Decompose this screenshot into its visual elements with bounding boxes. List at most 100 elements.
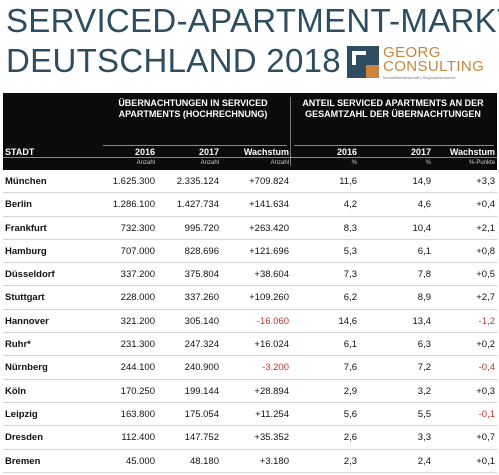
- overnights-2016-cell: 170.250: [120, 385, 155, 397]
- unit-count-2016: Anzahl: [136, 160, 155, 166]
- table-row: Berlin 1.286.100 1.427.734 +141.634 4,2 4,6 +0…: [3, 193, 497, 217]
- share-2017-cell: 3,3: [417, 432, 431, 444]
- city-cell: Düsseldorf: [5, 269, 55, 281]
- col-header-share-growth: Wachstum: [449, 147, 495, 157]
- georg-logo-icon: [347, 46, 379, 78]
- share-growth-cell: +0,8: [476, 245, 495, 257]
- overnights-growth-cell: +28.894: [254, 385, 289, 397]
- header-rule-3: [3, 157, 497, 158]
- share-growth-cell: +0,4: [476, 199, 495, 211]
- city-cell: Hamburg: [5, 245, 47, 257]
- city-cell: Ruhr*: [5, 339, 31, 351]
- city-cell: Nürnberg: [5, 362, 48, 374]
- share-2017-cell: 2,4: [417, 455, 431, 467]
- share-growth-cell: +0,3: [476, 385, 495, 397]
- share-growth-cell: +2,1: [476, 222, 495, 234]
- logo-name-line2: CONSULTING: [383, 58, 485, 75]
- share-2016-cell: 5,6: [343, 408, 357, 420]
- share-2016-cell: 14,6: [338, 315, 358, 327]
- overnights-2016-cell: 244.100: [120, 362, 155, 374]
- overnights-2017-cell: 828.696: [184, 245, 219, 257]
- share-2017-cell: 7,8: [417, 269, 431, 281]
- overnights-2017-cell: 199.144: [184, 385, 219, 397]
- overnights-growth-cell: +11.254: [255, 408, 289, 420]
- unit-pct-2017: %: [425, 160, 431, 166]
- table-row: Dresden 112.400 147.752 +35.352 2,6 3,3 +0,7: [3, 426, 497, 450]
- share-growth-cell: -0,4: [478, 362, 495, 374]
- share-2017-cell: 10,4: [412, 222, 432, 234]
- share-2017-cell: 5,5: [417, 408, 431, 420]
- overnights-growth-cell: +709.824: [249, 176, 289, 187]
- city-cell: Bremen: [5, 455, 41, 467]
- share-2017-cell: 6,1: [417, 245, 431, 257]
- overnights-growth-cell: +109.260: [249, 292, 289, 304]
- share-growth-cell: +0,2: [476, 339, 495, 351]
- share-2016-cell: 2,6: [343, 432, 357, 444]
- share-growth-cell: -1,2: [478, 315, 495, 327]
- table-row: Hamburg 707.000 828.696 +121.696 5,3 6,1 +0,8: [3, 240, 497, 264]
- share-growth-cell: +2,7: [476, 292, 495, 304]
- city-cell: Dresden: [5, 432, 44, 444]
- col-header-share-2016: 2016: [336, 147, 357, 157]
- overnights-2016-cell: 1.625.300: [112, 176, 155, 187]
- share-2017-cell: 3,2: [417, 385, 431, 397]
- overnights-2016-cell: 231.300: [120, 339, 155, 351]
- overnights-2016-cell: 707.000: [120, 245, 155, 257]
- header-rule-2: [294, 145, 494, 146]
- overnights-2017-cell: 1.427.734: [176, 199, 219, 211]
- table-row: Frankfurt 732.300 995.720 +263.420 8,3 10,4 +2…: [3, 217, 497, 240]
- city-cell: München: [5, 176, 47, 187]
- share-2016-cell: 7,6: [343, 362, 357, 374]
- share-growth-cell: +0,1: [476, 455, 495, 467]
- page-title-line2: DEUTSCHLAND 2018: [6, 42, 341, 79]
- overnights-growth-cell: +3.180: [259, 455, 289, 467]
- table-row: Stuttgart 228.000 337.260 +109.260 6,2 8,9 +2,…: [3, 286, 497, 310]
- overnights-2017-cell: 147.752: [184, 432, 219, 444]
- table-row: Köln 170.250 199.144 +28.894 2,9 3,2 +0,3: [3, 380, 497, 403]
- share-2017-cell: 6,3: [417, 339, 431, 351]
- col-header-2017: 2017: [198, 147, 219, 157]
- table-row: Bremen 45.000 48.180 +3.180 2,3 2,4 +0,1: [3, 450, 497, 473]
- share-2016-cell: 5,3: [343, 245, 357, 257]
- city-cell: Stuttgart: [5, 292, 45, 304]
- overnights-growth-cell: +263.420: [249, 222, 289, 234]
- unit-count-2017: Anzahl: [200, 160, 219, 166]
- share-2016-cell: 11,6: [339, 176, 357, 187]
- unit-percentage-points: %-Punkte: [468, 160, 495, 166]
- overnights-2017-cell: 2.335.124: [176, 176, 219, 187]
- overnights-2017-cell: 240.900: [184, 362, 219, 374]
- share-growth-cell: +0,7: [476, 432, 495, 444]
- header-divider: [290, 97, 291, 166]
- overnights-growth-cell: +38.604: [254, 269, 289, 281]
- share-growth-cell: +0,5: [476, 269, 495, 281]
- share-2016-cell: 6,1: [343, 339, 357, 351]
- overnights-2016-cell: 45.000: [125, 455, 155, 467]
- overnights-growth-cell: -3.200: [262, 362, 289, 374]
- share-2016-cell: 6,2: [343, 292, 357, 304]
- share-2016-cell: 7,3: [343, 269, 357, 281]
- overnights-2016-cell: 163.800: [120, 408, 155, 420]
- overnights-growth-cell: -16.060: [256, 315, 289, 327]
- share-2017-cell: 14,9: [412, 176, 432, 187]
- overnights-2016-cell: 337.200: [120, 269, 155, 281]
- col-header-share-2017: 2017: [410, 147, 431, 157]
- overnights-2016-cell: 112.400: [121, 432, 155, 444]
- table-row: Leipzig 163.800 175.054 +11.254 5,6 5,5 -0,1: [3, 403, 497, 427]
- overnights-2016-cell: 228.000: [120, 292, 155, 304]
- city-cell: Berlin: [5, 199, 32, 211]
- table-body: München 1.625.300 2.335.124 +709.824 11,6 14,…: [3, 170, 497, 473]
- header-rule-1: [103, 145, 287, 146]
- col-header-2016: 2016: [134, 147, 155, 157]
- table-row: München 1.625.300 2.335.124 +709.824 11,6 14,…: [3, 170, 497, 194]
- share-2017-cell: 7,2: [417, 362, 431, 374]
- table-row: Düsseldorf 337.200 375.804 +38.604 7,3 7,8 +0,…: [3, 263, 497, 287]
- col-header-city: STADT: [5, 147, 35, 157]
- table-header: ÜBERNACHTUNGEN IN SERVICED APARTMENTS (H…: [3, 93, 497, 170]
- overnights-growth-cell: +35.352: [254, 432, 289, 444]
- table-row: Ruhr* 231.300 247.324 +16.024 6,1 6,3 +0,2: [3, 333, 497, 357]
- share-2016-cell: 8,3: [343, 222, 357, 234]
- logo-name-line1: GEORG: [383, 44, 441, 61]
- share-growth-cell: -0,1: [478, 408, 495, 420]
- overnights-growth-cell: +121.696: [249, 245, 289, 257]
- overnights-growth-cell: +141.634: [249, 199, 289, 211]
